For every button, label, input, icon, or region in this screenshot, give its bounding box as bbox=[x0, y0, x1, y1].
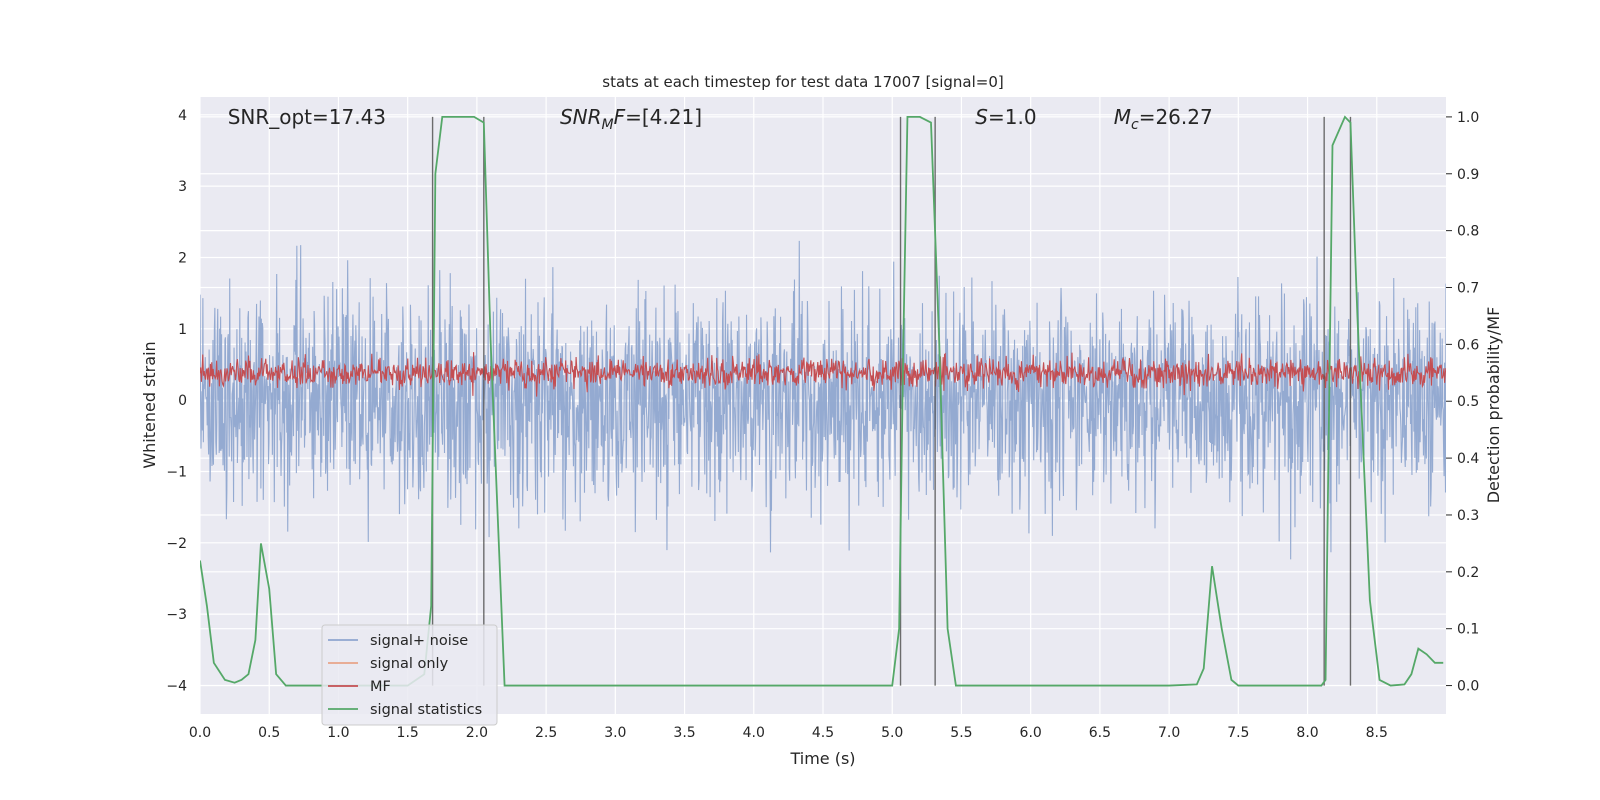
legend-label: signal statistics bbox=[370, 702, 482, 718]
x-axis-label: Time (s) bbox=[789, 749, 855, 768]
y-tick-label: −4 bbox=[166, 678, 187, 694]
y-axis-ticks: −4 −3 −2 −1 0 1 2 3 4 bbox=[166, 108, 187, 695]
y-tick-label: 2 bbox=[178, 250, 187, 266]
x-tick-label: 8.5 bbox=[1366, 725, 1388, 741]
x-tick-label: 3.0 bbox=[604, 725, 626, 741]
signal-noise-series bbox=[200, 240, 1446, 560]
legend-label: MF bbox=[370, 679, 391, 695]
signal-noise-line bbox=[200, 240, 1446, 560]
y-tick-label: 4 bbox=[178, 108, 187, 124]
x-tick-label: 4.5 bbox=[812, 725, 834, 741]
x-tick-label: 0.5 bbox=[258, 725, 280, 741]
x-tick-label: 2.5 bbox=[535, 725, 557, 741]
y-right-tick-label: 0.6 bbox=[1457, 337, 1479, 353]
chart-title: stats at each timestep for test data 170… bbox=[602, 73, 1003, 91]
x-tick-label: 4.0 bbox=[743, 725, 765, 741]
x-tick-label: 1.5 bbox=[397, 725, 419, 741]
x-tick-label: 5.5 bbox=[950, 725, 972, 741]
x-tick-label: 3.5 bbox=[673, 725, 695, 741]
legend: signal+ noise signal only MF signal statist… bbox=[321, 624, 498, 726]
legend-label: signal only bbox=[370, 656, 449, 672]
y-right-tick-label: 0.5 bbox=[1457, 394, 1479, 410]
annotations: SNR_opt=17.43 SNRMF=[4.21] S=1.0 Mc=26.27 bbox=[228, 105, 1213, 133]
x-tick-label: 1.0 bbox=[327, 725, 349, 741]
annotation: SNR_opt=17.43 bbox=[228, 105, 386, 129]
x-tick-label: 2.0 bbox=[466, 725, 488, 741]
annotation: SNRMF=[4.21] bbox=[560, 105, 702, 133]
annotation: Mc=26.27 bbox=[1114, 105, 1213, 133]
annotation: S=1.0 bbox=[975, 105, 1036, 129]
x-tick-label: 7.0 bbox=[1158, 725, 1180, 741]
x-tick-label: 6.5 bbox=[1089, 725, 1111, 741]
y-right-axis-ticks: 0.0 0.1 0.2 0.3 0.4 0.5 0.6 0.7 0.8 0.9 1.0 bbox=[1446, 110, 1479, 695]
legend-box bbox=[321, 624, 498, 726]
y-right-tick-label: 0.0 bbox=[1457, 679, 1479, 695]
mf-series bbox=[200, 352, 1446, 397]
x-axis-ticks: 0.0 0.5 1.0 1.5 2.0 2.5 3.0 3.5 4.0 4.5 5.0 5.5 6.0 6… bbox=[189, 725, 1388, 741]
y-tick-label: −2 bbox=[166, 536, 187, 552]
y-axis-label: Whitened strain bbox=[140, 341, 159, 468]
x-tick-label: 5.0 bbox=[881, 725, 903, 741]
y-right-tick-label: 0.8 bbox=[1457, 224, 1479, 240]
y-right-tick-label: 0.3 bbox=[1457, 508, 1479, 524]
y-right-tick-label: 0.1 bbox=[1457, 622, 1479, 638]
mf-line bbox=[200, 352, 1446, 397]
y-right-tick-label: 0.2 bbox=[1457, 565, 1479, 581]
y-tick-label: 0 bbox=[178, 393, 187, 409]
x-tick-label: 6.0 bbox=[1020, 725, 1042, 741]
y-tick-label: −1 bbox=[166, 464, 187, 480]
y-right-tick-label: 0.7 bbox=[1457, 281, 1479, 297]
x-tick-label: 7.5 bbox=[1227, 725, 1249, 741]
y-tick-label: 1 bbox=[178, 322, 187, 338]
signal-statistics-line bbox=[200, 115, 1444, 687]
y-tick-label: 3 bbox=[178, 179, 187, 195]
y-right-tick-label: 1.0 bbox=[1457, 110, 1479, 126]
y-right-tick-label: 0.9 bbox=[1457, 167, 1479, 183]
y-tick-label: −3 bbox=[166, 607, 187, 623]
legend-label: signal+ noise bbox=[370, 633, 468, 649]
x-tick-label: 8.0 bbox=[1296, 725, 1318, 741]
y-right-axis-label: Detection probability/MF bbox=[1484, 307, 1503, 504]
signal-statistics-series bbox=[200, 115, 1444, 687]
x-tick-label: 0.0 bbox=[189, 725, 211, 741]
y-right-tick-label: 0.4 bbox=[1457, 451, 1479, 467]
